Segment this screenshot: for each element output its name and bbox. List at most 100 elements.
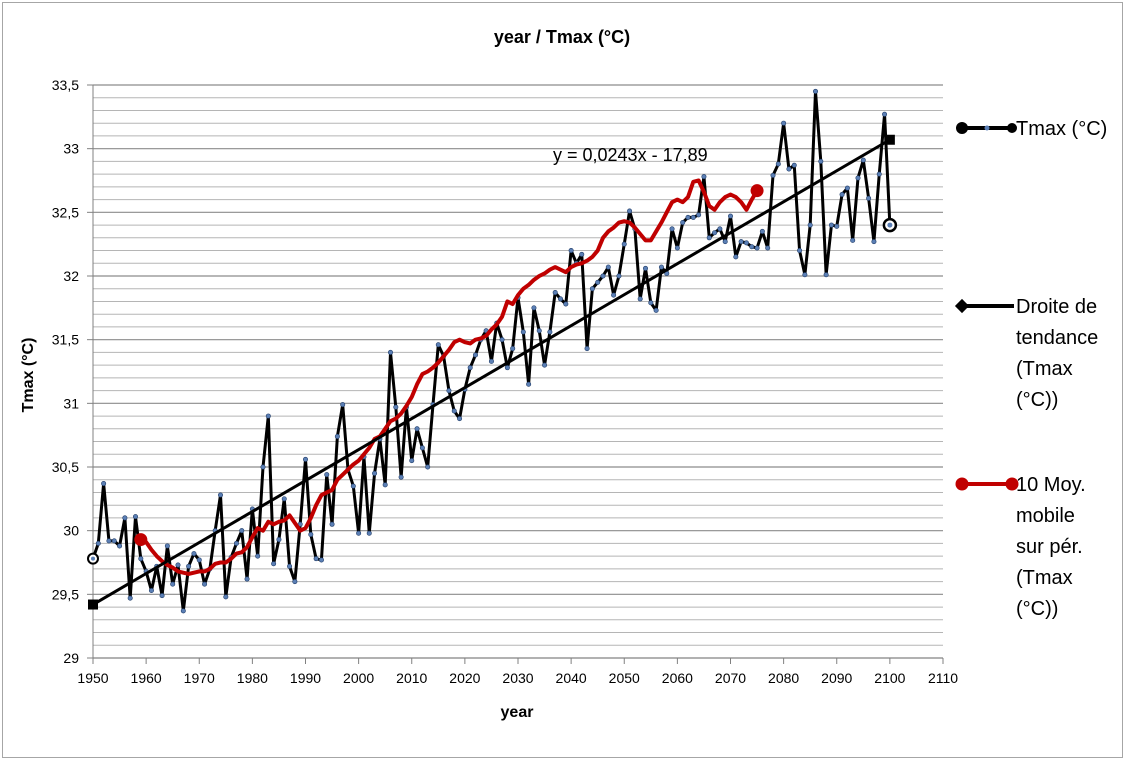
tmax-point	[170, 581, 176, 587]
x-axis-title: year	[501, 704, 534, 721]
tmax-point	[175, 562, 181, 568]
tmax-point	[186, 563, 192, 569]
tmax-point	[111, 538, 117, 544]
tmax-line	[91, 89, 892, 613]
tmax-point	[393, 404, 399, 410]
tmax-point	[271, 561, 277, 567]
x-tick-label: 2110	[928, 670, 958, 686]
tmax-point	[690, 214, 696, 220]
x-tick-label: 1980	[237, 670, 268, 686]
tmax-point	[542, 362, 548, 368]
tmax-point	[350, 483, 356, 489]
tmax-point	[786, 166, 792, 172]
tmax-point	[223, 594, 229, 600]
tmax-point	[552, 290, 558, 296]
tmax-point	[855, 175, 861, 181]
tmax-point	[382, 482, 388, 488]
tmax-point	[717, 226, 723, 232]
series-tmax	[87, 88, 898, 614]
y-tick-label: 30	[63, 523, 79, 539]
tmax-point	[781, 120, 787, 126]
legend-tmax-label: Tmax (°C)	[1016, 118, 1107, 140]
tmax-point	[754, 245, 760, 251]
tmax-point	[318, 557, 324, 563]
y-axis-title: Tmax (°C)	[20, 338, 37, 413]
tmax-point	[101, 481, 107, 487]
y-tick-label: 32,5	[52, 204, 79, 220]
tmax-point	[844, 185, 850, 191]
tmax-point	[568, 248, 574, 254]
tmax-point	[627, 208, 633, 214]
tmax-point	[122, 515, 128, 521]
tmax-point	[218, 492, 224, 498]
legend-avg-label-line: mobile	[1016, 505, 1075, 527]
x-tick-label: 1990	[290, 670, 321, 686]
tmax-point	[648, 300, 654, 306]
tmax-point	[446, 388, 452, 394]
tmax-point	[770, 172, 776, 178]
x-tick-label: 2000	[343, 670, 374, 686]
x-tick-label: 2030	[502, 670, 533, 686]
x-tick-labels: 1950 1960 1970 1980 1990 2000 2010 2020 2030 2040…	[77, 670, 958, 686]
tmax-point	[281, 496, 287, 502]
tmax-point	[712, 230, 718, 236]
tmax-point	[292, 579, 298, 585]
tmax-point	[876, 171, 882, 177]
tmax-point	[265, 413, 271, 419]
tmax-point	[674, 245, 680, 251]
tmax-point	[133, 514, 139, 520]
series-moving-average	[134, 178, 764, 576]
tmax-point	[510, 346, 516, 352]
tmax-point	[823, 272, 829, 278]
tmax-point	[499, 337, 505, 343]
x-tick-label: 2100	[874, 670, 905, 686]
tmax-point	[356, 530, 362, 536]
tmax-point	[425, 464, 431, 470]
y-tick-label: 29	[63, 650, 79, 666]
tmax-point	[812, 88, 818, 94]
tmax-point	[138, 556, 144, 562]
tmax-point	[488, 358, 494, 364]
tmax-point	[244, 576, 250, 582]
tmax-point	[791, 162, 797, 168]
tmax-point	[738, 239, 744, 245]
tmax-point	[611, 292, 617, 298]
y-tick-label: 32	[63, 268, 79, 284]
tmax-point	[850, 237, 856, 243]
tmax-point	[520, 329, 526, 335]
tmax-point	[765, 245, 771, 251]
tmax-point	[255, 553, 261, 559]
legend-avg-label-line: (°C))	[1016, 598, 1058, 620]
tmax-point	[419, 445, 425, 451]
tmax-point	[435, 342, 441, 348]
trend-equation: y = 0,0243x - 17,89	[553, 145, 708, 165]
tmax-point	[600, 273, 606, 279]
tmax-point	[743, 240, 749, 246]
legend-tmax-swatch-end	[1007, 123, 1017, 133]
tmax-point	[828, 222, 834, 228]
tmax-point	[191, 551, 197, 557]
legend-tmax-swatch-dot	[984, 125, 990, 131]
legend-trend-swatch-marker	[954, 298, 970, 314]
grid	[93, 84, 943, 659]
tmax-point	[148, 588, 154, 594]
tmax-point	[196, 557, 202, 563]
moving-average-line	[138, 178, 760, 576]
tmax-point	[727, 213, 733, 219]
tmax-point	[308, 531, 314, 537]
tmax-point	[818, 158, 824, 164]
series-trendline	[88, 134, 895, 610]
tmax-point	[164, 543, 170, 549]
tmax-point	[340, 402, 346, 408]
tmax-point	[834, 223, 840, 229]
tmax-point	[159, 593, 165, 599]
tmax-point	[372, 470, 378, 476]
tmax-point-end-center	[887, 222, 893, 228]
tmax-point	[313, 556, 319, 562]
tmax-point	[547, 329, 553, 335]
tmax-point	[775, 161, 781, 167]
tmax-point	[334, 433, 340, 439]
tmax-point	[605, 264, 611, 270]
x-tick-label: 2080	[768, 670, 799, 686]
